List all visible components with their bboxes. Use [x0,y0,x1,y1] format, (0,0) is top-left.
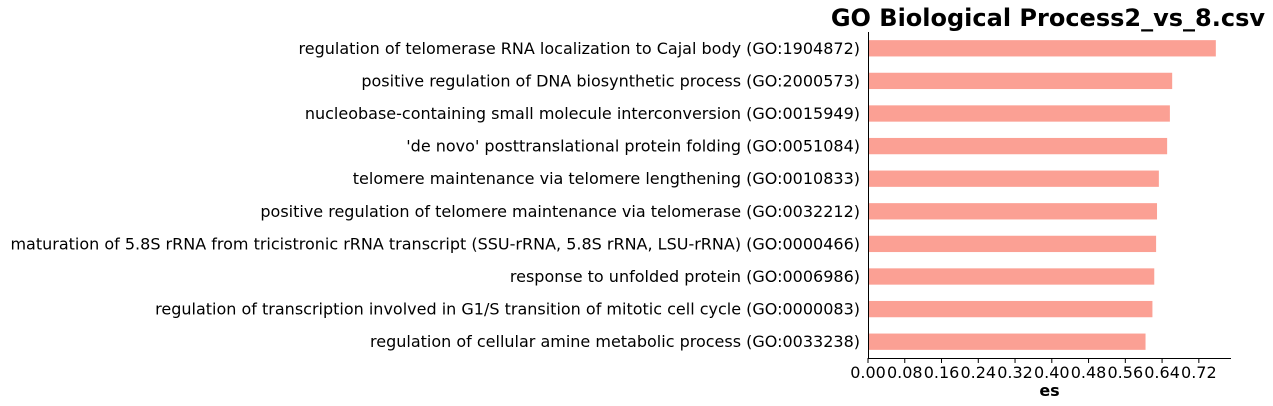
category-label: regulation of transcription involved in … [155,300,860,319]
category-labels: regulation of telomerase RNA localizatio… [10,39,860,351]
category-label: regulation of cellular amine metabolic p… [370,332,860,351]
x-axis-ticks: 0.00 0.08 0.16 0.24 0.32 0.40 0.48 0.56 0.64 0.72 [850,358,1217,382]
category-label: telomere maintenance via telomere length… [353,169,860,188]
bar [868,40,1216,57]
x-tick-label: 0.32 [997,363,1033,382]
category-label: 'de novo' posttranslational protein fold… [406,137,860,156]
x-tick-label: 0.64 [1144,363,1180,382]
bar [868,333,1146,350]
bar [868,105,1170,122]
bar [868,300,1153,318]
category-label: regulation of telomerase RNA localizatio… [299,39,860,58]
bar [868,268,1155,285]
bar [868,203,1158,220]
chart-title: GO Biological Process2_vs_8.csv [831,4,1266,32]
bars-group [868,40,1216,350]
x-tick-label: 0.72 [1181,363,1217,382]
category-label: nucleobase-containing small molecule int… [305,104,860,123]
bar [868,137,1168,155]
bar [868,235,1157,253]
x-tick-label: 0.00 [850,363,886,382]
category-label: maturation of 5.8S rRNA from tricistroni… [10,234,860,253]
x-tick-label: 0.48 [1071,363,1107,382]
x-tick-label: 0.40 [1034,363,1070,382]
category-label: positive regulation of telomere maintena… [260,202,860,221]
x-tick-label: 0.16 [924,363,960,382]
x-tick-label: 0.24 [960,363,996,382]
x-tick-label: 0.08 [887,363,923,382]
bar [868,72,1173,90]
category-label: positive regulation of DNA biosynthetic … [361,71,860,90]
category-label: response to unfolded protein (GO:0006986… [510,267,860,286]
bar [868,170,1159,187]
x-axis-label: es [1039,381,1059,400]
x-tick-label: 0.56 [1108,363,1144,382]
